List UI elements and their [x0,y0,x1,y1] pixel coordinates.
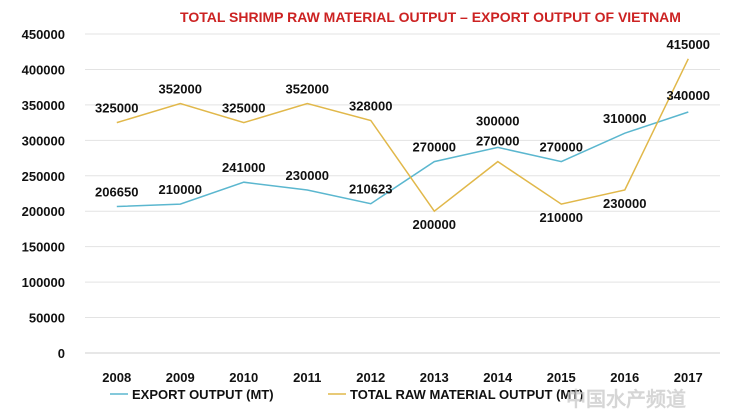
data-label: 340000 [667,88,710,103]
data-label: 310000 [603,111,646,126]
legend-label: EXPORT OUTPUT (MT) [132,387,274,402]
y-tick-label: 0 [58,346,65,361]
y-tick-label: 450000 [22,27,65,42]
y-tick-label: 50000 [29,311,65,326]
y-tick-label: 200000 [22,204,65,219]
x-tick-label: 2011 [293,370,321,385]
data-label: 270000 [413,140,456,155]
data-label: 352000 [286,81,329,96]
data-label: 415000 [667,37,710,52]
x-tick-label: 2012 [356,370,385,385]
y-tick-label: 400000 [22,62,65,77]
x-tick-label: 2008 [102,370,131,385]
y-tick-label: 250000 [22,169,65,184]
x-tick-label: 2010 [229,370,258,385]
data-label: 270000 [540,140,583,155]
data-label: 206650 [95,185,138,200]
data-label: 352000 [159,81,202,96]
data-label: 270000 [476,133,519,148]
y-tick-label: 150000 [22,240,65,255]
data-label: 210000 [159,182,202,197]
series-lines [116,58,689,213]
data-label: 210000 [540,210,583,225]
data-label: 210623 [349,182,392,197]
x-tick-label: 2017 [674,370,703,385]
y-tick-label: 100000 [22,275,65,290]
y-tick-label: 300000 [22,133,65,148]
watermark-text: 中国水产频道 [566,387,686,411]
series-line-raw-material-output [116,58,689,213]
x-tick-label: 2016 [610,370,639,385]
x-tick-label: 2013 [420,370,449,385]
data-label: 230000 [603,196,646,211]
data-label: 328000 [349,98,392,113]
chart-title: TOTAL SHRIMP RAW MATERIAL OUTPUT – EXPOR… [180,9,681,25]
data-label: 300000 [476,114,519,129]
legend-label: TOTAL RAW MATERIAL OUTPUT (MT) [350,387,584,402]
x-axis: 2008 2009 2010 2011 2012 2013 2014 2015 2016 2017 [102,370,702,385]
y-tick-label: 350000 [22,98,65,113]
data-label: 325000 [222,101,265,116]
data-label: 241000 [222,160,265,175]
legend: EXPORT OUTPUT (MT) TOTAL RAW MATERIAL OUT… [110,387,584,402]
series-line-export-output [116,111,689,208]
y-axis: 0 50000 100000 150000 200000 250000 300000 3500… [22,27,65,361]
gridlines [85,33,720,354]
data-labels: 206650 210000 241000 230000 210623 270000 2700… [95,37,710,232]
data-label: 230000 [286,168,329,183]
x-tick-label: 2009 [166,370,195,385]
x-tick-label: 2014 [483,370,513,385]
data-label: 200000 [413,217,456,232]
data-label: 325000 [95,101,138,116]
x-tick-label: 2015 [547,370,576,385]
